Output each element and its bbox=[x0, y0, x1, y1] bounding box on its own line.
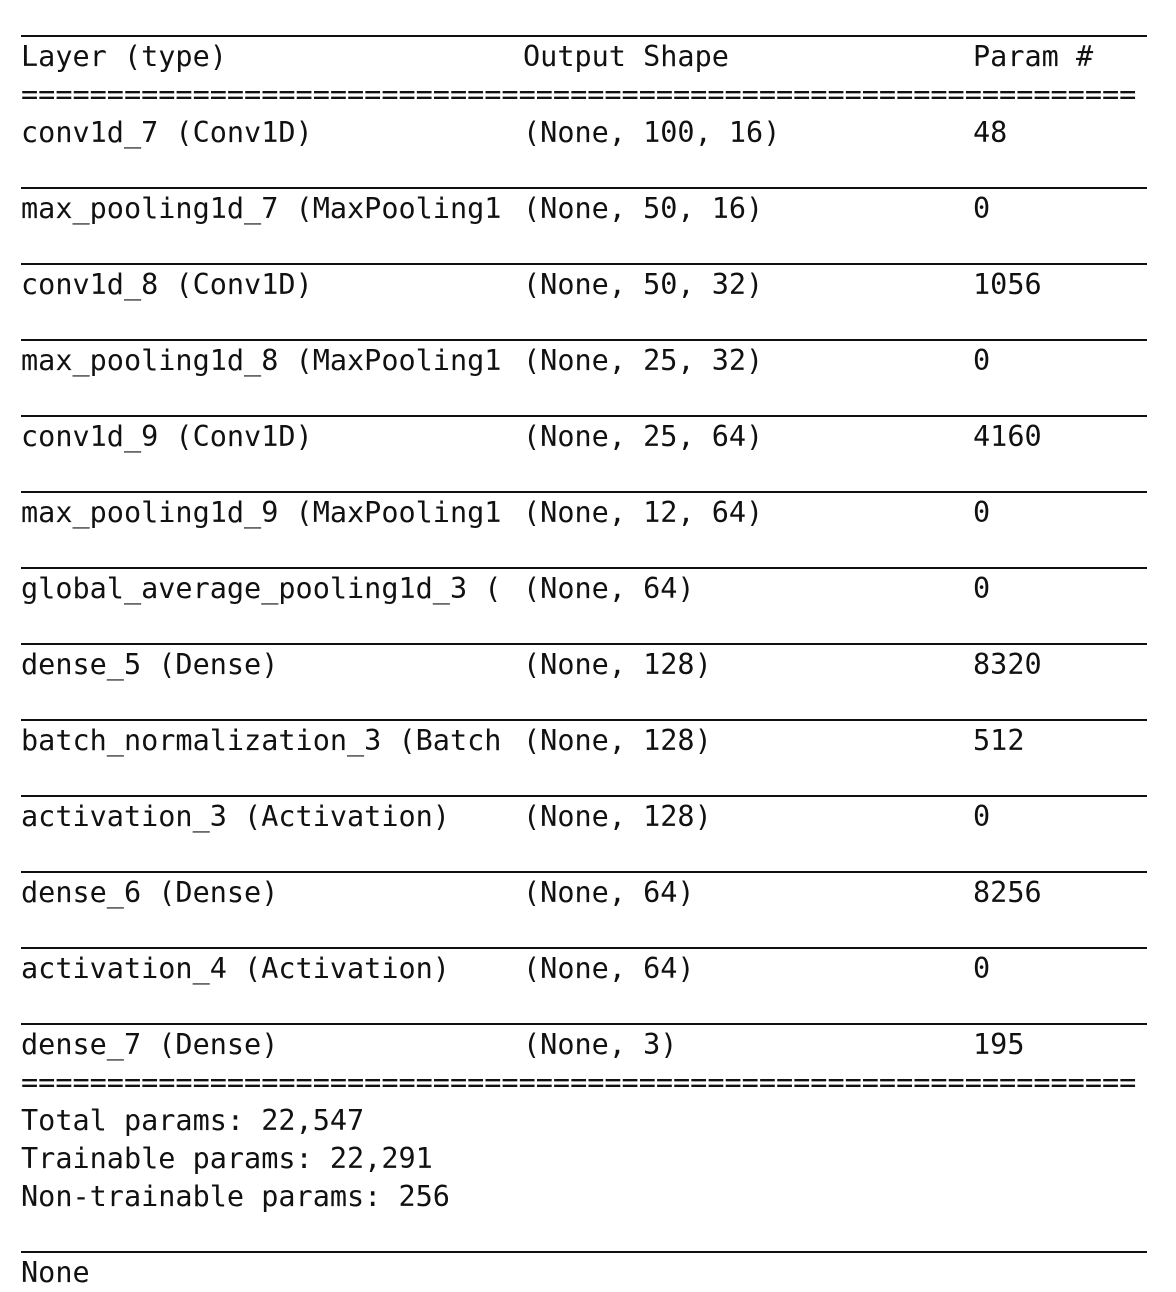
layer-output-shape: (None, 50, 16) bbox=[523, 192, 764, 225]
layer-row: global_average_pooling1d_3 ( (None, 64) 0 bbox=[21, 570, 1147, 608]
layer-name: dense_5 (Dense) bbox=[21, 648, 279, 681]
layer-param-count: 8320 bbox=[973, 648, 1042, 681]
layer-param-count: 195 bbox=[973, 1028, 1025, 1061]
row-separator bbox=[21, 836, 1147, 874]
layer-param-count: 0 bbox=[973, 496, 991, 529]
model-summary: Layer (type) Output Shape Param # ======… bbox=[21, 0, 1147, 1292]
layer-list: conv1d_7 (Conv1D) (None, 100, 16) 48 max_po… bbox=[21, 114, 1147, 1064]
header-double-rule: ========================================… bbox=[21, 78, 1137, 111]
layer-row: activation_4 (Activation) (None, 64) 0 bbox=[21, 950, 1147, 988]
layer-row: dense_5 (Dense) (None, 128) 8320 bbox=[21, 646, 1147, 684]
layer-param-count: 48 bbox=[973, 116, 1008, 149]
row-separator bbox=[21, 380, 1147, 418]
layer-param-count: 0 bbox=[973, 344, 991, 377]
header-row: Layer (type) Output Shape Param # bbox=[21, 38, 1147, 76]
layer-name: conv1d_8 (Conv1D) bbox=[21, 268, 313, 301]
row-separator bbox=[21, 456, 1147, 494]
layer-name: conv1d_9 (Conv1D) bbox=[21, 420, 313, 453]
row-separator bbox=[21, 760, 1147, 798]
layer-name: conv1d_7 (Conv1D) bbox=[21, 116, 313, 149]
layer-row: conv1d_7 (Conv1D) (None, 100, 16) 48 bbox=[21, 114, 1147, 152]
layer-name: max_pooling1d_7 (MaxPooling1 bbox=[21, 192, 502, 225]
row-separator bbox=[21, 608, 1147, 646]
layer-param-count: 0 bbox=[973, 572, 991, 605]
layer-param-count: 0 bbox=[973, 952, 991, 985]
layer-output-shape: (None, 25, 32) bbox=[523, 344, 764, 377]
footer-double-rule: ========================================… bbox=[21, 1066, 1137, 1099]
layer-param-count: 1056 bbox=[973, 268, 1042, 301]
layer-row: max_pooling1d_7 (MaxPooling1 (None, 50, 1… bbox=[21, 190, 1147, 228]
row-separator bbox=[21, 228, 1147, 266]
row-separator bbox=[21, 684, 1147, 722]
layer-output-shape: (None, 50, 32) bbox=[523, 268, 764, 301]
top-rule bbox=[21, 0, 1147, 38]
row-separator bbox=[21, 532, 1147, 570]
layer-name: activation_4 (Activation) bbox=[21, 952, 450, 985]
layer-output-shape: (None, 3) bbox=[523, 1028, 678, 1061]
layer-output-shape: (None, 128) bbox=[523, 800, 712, 833]
layer-row: activation_3 (Activation) (None, 128) 0 bbox=[21, 798, 1147, 836]
row-separator bbox=[21, 988, 1147, 1026]
layer-output-shape: (None, 12, 64) bbox=[523, 496, 764, 529]
layer-output-shape: (None, 64) bbox=[523, 572, 695, 605]
layer-name: dense_6 (Dense) bbox=[21, 876, 279, 909]
layer-name: activation_3 (Activation) bbox=[21, 800, 450, 833]
header-param-count: Param # bbox=[973, 40, 1094, 73]
bottom-rule bbox=[21, 1216, 1147, 1254]
layer-param-count: 4160 bbox=[973, 420, 1042, 453]
header-output-shape: Output Shape bbox=[523, 40, 729, 73]
layer-row: dense_6 (Dense) (None, 64) 8256 bbox=[21, 874, 1147, 912]
non-trainable-params: Non-trainable params: 256 bbox=[21, 1180, 450, 1213]
trainable-params: Trainable params: 22,291 bbox=[21, 1142, 433, 1175]
row-separator bbox=[21, 304, 1147, 342]
layer-name: max_pooling1d_9 (MaxPooling1 bbox=[21, 496, 502, 529]
layer-output-shape: (None, 128) bbox=[523, 648, 712, 681]
layer-row: max_pooling1d_9 (MaxPooling1 (None, 12, 6… bbox=[21, 494, 1147, 532]
layer-output-shape: (None, 128) bbox=[523, 724, 712, 757]
return-value: None bbox=[21, 1256, 90, 1289]
header-layer-type: Layer (type) bbox=[21, 40, 227, 73]
layer-param-count: 512 bbox=[973, 724, 1025, 757]
layer-row: max_pooling1d_8 (MaxPooling1 (None, 25, 3… bbox=[21, 342, 1147, 380]
layer-output-shape: (None, 64) bbox=[523, 876, 695, 909]
layer-name: batch_normalization_3 (Batch bbox=[21, 724, 502, 757]
layer-param-count: 8256 bbox=[973, 876, 1042, 909]
layer-row: batch_normalization_3 (Batch (None, 128) 5… bbox=[21, 722, 1147, 760]
row-separator bbox=[21, 152, 1147, 190]
layer-param-count: 0 bbox=[973, 192, 991, 225]
layer-row: conv1d_8 (Conv1D) (None, 50, 32) 1056 bbox=[21, 266, 1147, 304]
layer-name: global_average_pooling1d_3 ( bbox=[21, 572, 502, 605]
layer-output-shape: (None, 25, 64) bbox=[523, 420, 764, 453]
total-params: Total params: 22,547 bbox=[21, 1104, 365, 1137]
layer-name: dense_7 (Dense) bbox=[21, 1028, 279, 1061]
layer-name: max_pooling1d_8 (MaxPooling1 bbox=[21, 344, 502, 377]
layer-output-shape: (None, 64) bbox=[523, 952, 695, 985]
layer-param-count: 0 bbox=[973, 800, 991, 833]
layer-output-shape: (None, 100, 16) bbox=[523, 116, 781, 149]
row-separator bbox=[21, 912, 1147, 950]
layer-row: conv1d_9 (Conv1D) (None, 25, 64) 4160 bbox=[21, 418, 1147, 456]
layer-row: dense_7 (Dense) (None, 3) 195 bbox=[21, 1026, 1147, 1064]
